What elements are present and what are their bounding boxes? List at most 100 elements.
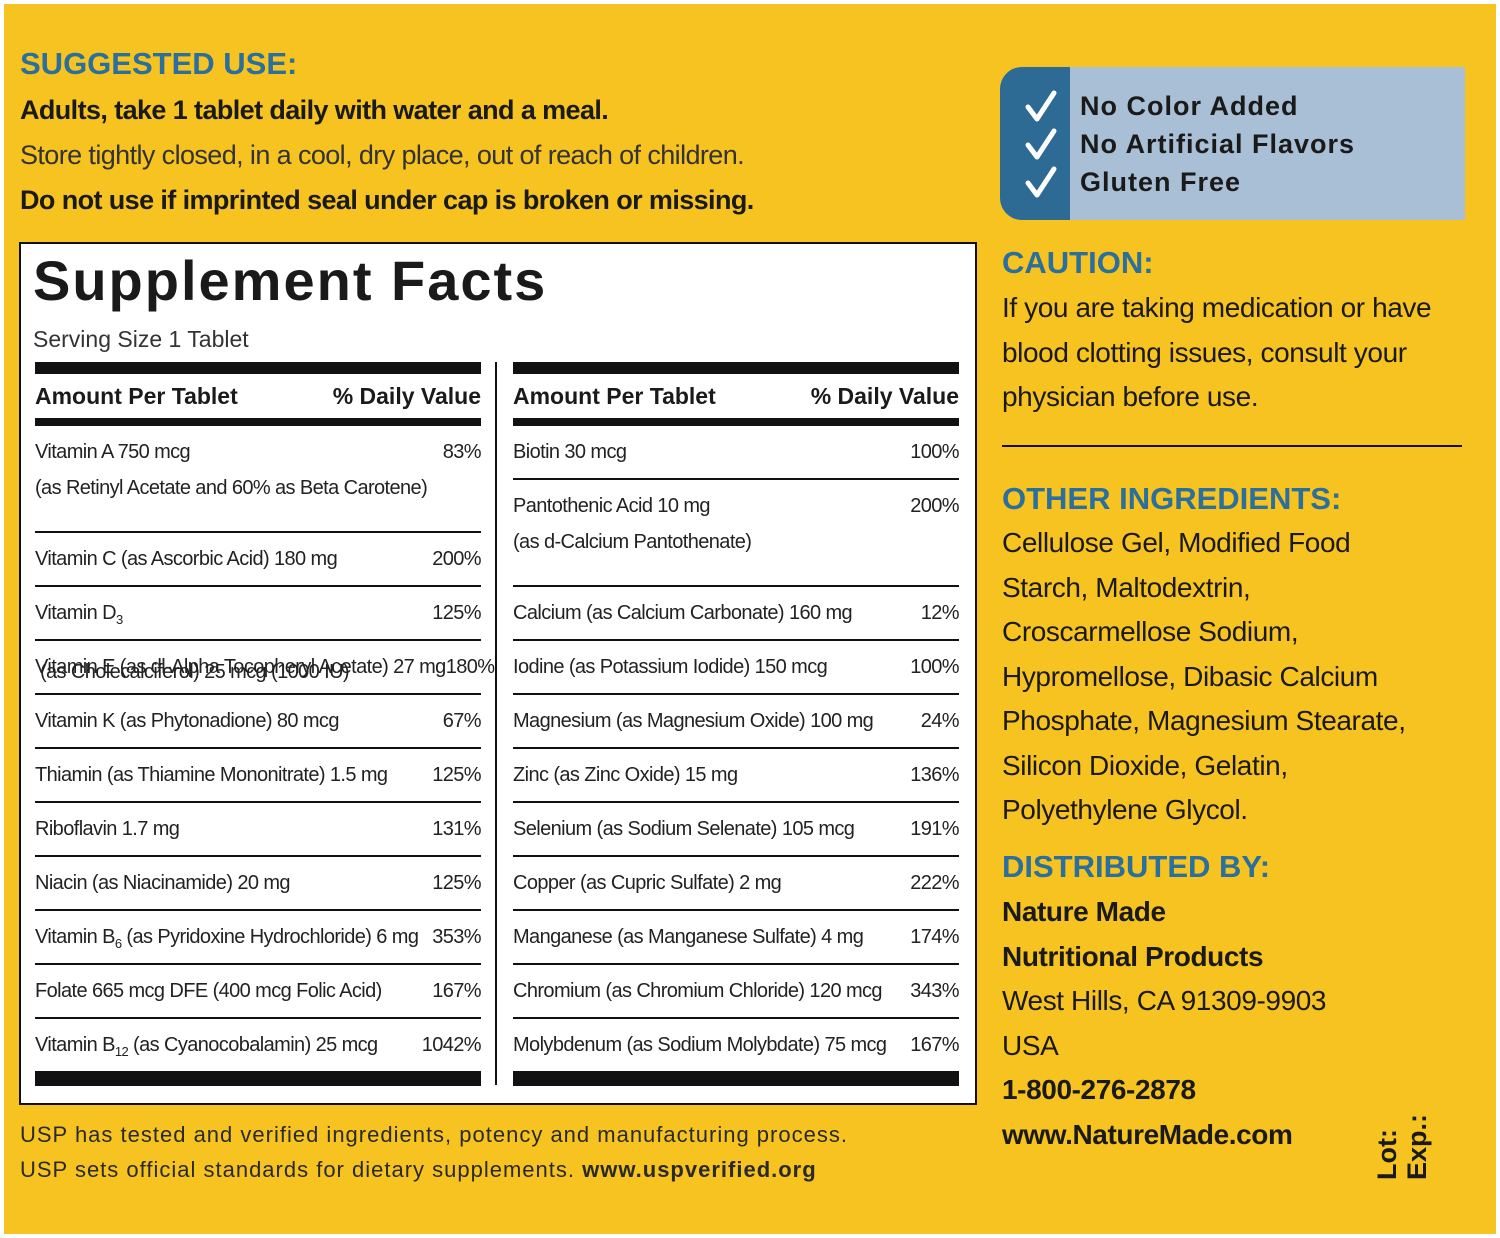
- nutrient-name: Folate 665 mcg DFE (400 mcg Folic Acid): [35, 965, 382, 1017]
- nutrient-cell: Folate 665 mcg DFE (400 mcg Folic Acid): [35, 965, 382, 1017]
- nutrient-text: Vitamin D: [35, 602, 117, 624]
- other-ingredients-heading: OTHER INGREDIENTS:: [1002, 481, 1342, 516]
- address: USA: [1002, 1029, 1059, 1061]
- ingredient-line: Cellulose Gel, Modified Food: [1002, 527, 1351, 558]
- nutrient-name: Thiamin (as Thiamine Mononitrate) 1.5 mg: [35, 749, 388, 801]
- claims-box: [1000, 67, 1465, 220]
- daily-value: 12%: [920, 602, 960, 624]
- nutrient-text: Molybdenum (as Sodium Molybdate) 75 mcg: [513, 1034, 887, 1056]
- nutrient-cell: Vitamin D3 (as Cholecalciferol) 25 mcg (…: [35, 587, 432, 698]
- suggested-use-heading: SUGGESTED USE:: [20, 46, 298, 81]
- column-header: Amount Per Tablet % Daily Value: [35, 374, 481, 426]
- nutrient-name: Vitamin A 750 mcg: [35, 426, 427, 478]
- nutrient-text: Zinc (as Zinc Oxide) 15 mg: [513, 764, 738, 786]
- nutrient-text: Iodine (as Potassium Iodide) 150 mcg: [513, 656, 828, 678]
- nutrient-name: Vitamin E (as dl-Alpha Tocopheryl Acetat…: [35, 641, 446, 693]
- nutrient-cell: Niacin (as Niacinamide) 20 mg: [35, 857, 291, 909]
- nutrient-row: Vitamin E (as dl-Alpha Tocopheryl Acetat…: [35, 641, 495, 695]
- column-header: Amount Per Tablet % Daily Value: [513, 374, 959, 426]
- nutrient-note: (as d-Calcium Pantothenate): [513, 531, 752, 553]
- bottom-bar: [35, 1073, 481, 1086]
- nutrient-cell: Biotin 30 mcg: [513, 426, 627, 478]
- daily-value: 100%: [910, 656, 959, 678]
- nutrient-text: (as Cholecalciferol) 25 mcg (1000 IU): [35, 661, 350, 683]
- subscript: 6: [114, 936, 122, 951]
- daily-value: 67%: [442, 710, 482, 732]
- nutrient-name: Vitamin B6 (as Pyridoxine Hydrochloride)…: [35, 911, 419, 970]
- ingredient-line: Starch, Maltodextrin,: [1002, 571, 1251, 603]
- nutrient-row: Vitamin C (as Ascorbic Acid) 180 mg 200%: [35, 533, 482, 587]
- daily-value: 131%: [432, 818, 481, 840]
- daily-value: 1042%: [421, 1034, 482, 1056]
- nutrient-text: Selenium (as Sodium Selenate) 105 mcg: [513, 818, 855, 840]
- daily-value: 174%: [910, 926, 959, 948]
- supplement-facts-box: [19, 242, 977, 1105]
- nutrient-name: Vitamin K (as Phytonadione) 80 mcg: [35, 695, 339, 747]
- nutrient-cell: Copper (as Cupric Sulfate) 2 mg: [513, 857, 782, 909]
- nutrient-row: Selenium (as Sodium Selenate) 105 mcg 191…: [513, 803, 960, 857]
- nutrient-row: Vitamin K (as Phytonadione) 80 mcg 67%: [35, 695, 482, 749]
- nutrient-cell: Chromium (as Chromium Chloride) 120 mcg: [513, 965, 883, 1017]
- ingredient-line: Silicon Dioxide, Gelatin,: [1002, 749, 1288, 781]
- daily-value: 125%: [432, 872, 481, 894]
- nutrient-cell: Thiamin (as Thiamine Mononitrate) 1.5 mg: [35, 749, 388, 801]
- nutrient-row: Thiamin (as Thiamine Mononitrate) 1.5 mg…: [35, 749, 482, 803]
- nutrient-row: Calcium (as Calcium Carbonate) 160 mg 12%: [513, 587, 960, 641]
- header-cell: Amount Per Tablet: [513, 382, 716, 409]
- usp-line: USP has tested and verified ingredients,…: [20, 1122, 848, 1147]
- daily-value: 24%: [920, 710, 960, 732]
- nutrient-cell: Vitamin E (as dl-Alpha Tocopheryl Acetat…: [35, 641, 446, 693]
- daily-value: 83%: [442, 441, 482, 463]
- nutrient-text: Vitamin B: [35, 1034, 115, 1056]
- check-strip: [1000, 67, 1070, 220]
- exp: Exp.:: [1402, 1113, 1432, 1180]
- claim: No Color Added: [1080, 91, 1299, 121]
- claim: No Artificial Flavors: [1080, 129, 1356, 159]
- nutrient-cell: Molybdenum (as Sodium Molybdate) 75 mcg: [513, 1019, 887, 1071]
- nutrient-text: (as Cyanocobalamin) 25 mcg: [128, 1034, 378, 1056]
- facts-column: Amount Per Tablet % Daily Value Vitamin A …: [35, 362, 495, 1086]
- nutrient-cell: Vitamin K (as Phytonadione) 80 mcg: [35, 695, 339, 747]
- daily-value: 100%: [910, 441, 959, 463]
- suggested-use-line: Adults, take 1 tablet daily with water a…: [20, 95, 609, 125]
- ingredient-line: Croscarmellose Sodium,: [1002, 616, 1299, 647]
- daily-value: 136%: [910, 764, 959, 786]
- nutrient-name: Niacin (as Niacinamide) 20 mg: [35, 857, 291, 909]
- nutrient-name: Zinc (as Zinc Oxide) 15 mg: [513, 749, 738, 801]
- nutrient-row: Vitamin D3 (as Cholecalciferol) 25 mcg (…: [35, 587, 482, 683]
- nutrient-text: Chromium (as Chromium Chloride) 120 mcg: [513, 980, 883, 1002]
- nutrient-cell: Riboflavin 1.7 mg: [35, 803, 180, 855]
- nutrient-text: Vitamin K (as Phytonadione) 80 mcg: [35, 710, 339, 732]
- caution-line: physician before use.: [1002, 381, 1259, 412]
- nutrient-row: Chromium (as Chromium Chloride) 120 mcg 3…: [513, 965, 960, 1019]
- nutrient-row: Niacin (as Niacinamide) 20 mg 125%: [35, 857, 482, 911]
- nutrient-row: Zinc (as Zinc Oxide) 15 mg 136%: [513, 749, 960, 803]
- nutrient-text: Vitamin E (as dl-Alpha Tocopheryl Acetat…: [35, 656, 446, 678]
- header-cell: % Daily Value: [810, 382, 959, 409]
- daily-value: 200%: [910, 495, 959, 517]
- nutrient-name: Copper (as Cupric Sulfate) 2 mg: [513, 857, 782, 909]
- nutrient-name: Calcium (as Calcium Carbonate) 160 mg: [513, 587, 853, 639]
- column-divider: [495, 362, 497, 1085]
- daily-value: 222%: [910, 872, 959, 894]
- nutrient-text: Vitamin C (as Ascorbic Acid) 180 mg: [35, 548, 338, 570]
- nutrient-row: Manganese (as Manganese Sulfate) 4 mg 174…: [513, 911, 960, 965]
- daily-value: 343%: [910, 980, 959, 1002]
- nutrient-name: Selenium (as Sodium Selenate) 105 mcg: [513, 803, 855, 855]
- distributor: Nature Made Nutritional Products West Hi…: [1002, 890, 1327, 1157]
- nutrient-cell: Selenium (as Sodium Selenate) 105 mcg: [513, 803, 855, 855]
- website: www.NatureMade.com: [1002, 1118, 1293, 1150]
- nutrient-text: Vitamin A 750 mcg: [35, 441, 191, 463]
- daily-value: 200%: [432, 548, 481, 570]
- nutrient-text: Copper (as Cupric Sulfate) 2 mg: [513, 872, 782, 894]
- nutrient-text: Pantothenic Acid 10 mg: [513, 495, 711, 517]
- usp-text: USP sets official standards for dietary …: [20, 1157, 575, 1182]
- nutrient-name: Iodine (as Potassium Iodide) 150 mcg: [513, 641, 828, 693]
- address: West Hills, CA 91309-9903: [1002, 985, 1327, 1016]
- nutrient-name: Vitamin C (as Ascorbic Acid) 180 mg: [35, 533, 338, 585]
- nutrient-name: Pantothenic Acid 10 mg: [513, 480, 751, 532]
- header-cell: % Daily Value: [332, 382, 481, 409]
- lot: Lot:: [1372, 1129, 1402, 1180]
- nutrient-name: Riboflavin 1.7 mg: [35, 803, 180, 855]
